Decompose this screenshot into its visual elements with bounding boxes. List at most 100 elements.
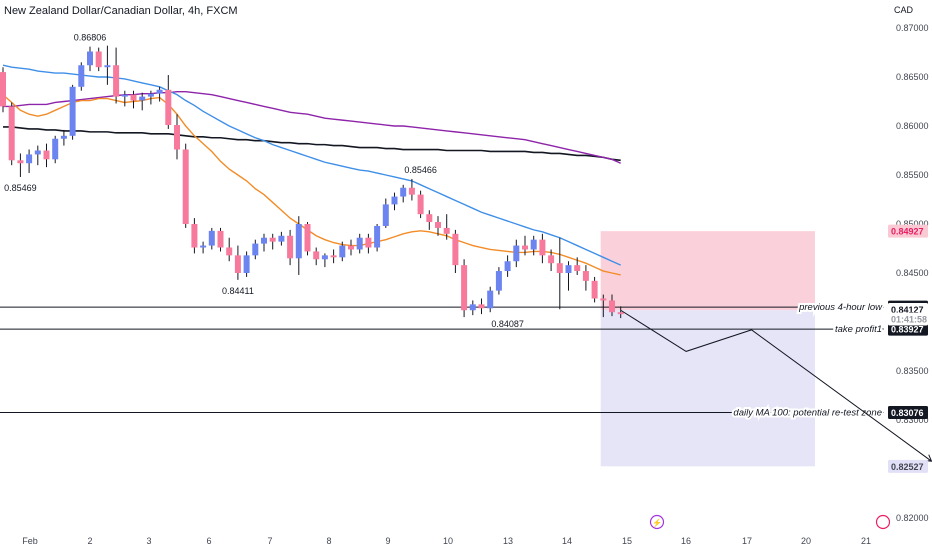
candle [278, 231, 285, 246]
level-badge: 0.83927 [888, 322, 928, 336]
candle-body [548, 255, 555, 264]
candle-body [504, 261, 511, 272]
ma-50-line [2, 64, 621, 266]
candle [582, 265, 589, 291]
candle [609, 294, 615, 317]
candle-body [556, 263, 563, 273]
candle [469, 300, 476, 316]
candle [539, 233, 546, 264]
candle [121, 90, 128, 107]
candle-body [147, 93, 154, 97]
candle-body [295, 224, 302, 259]
candle-body [408, 187, 415, 195]
candle-body [104, 65, 111, 68]
swing-label: 0.85469 [4, 183, 37, 193]
candle [78, 62, 85, 91]
candle [556, 237, 563, 310]
candle [339, 241, 346, 262]
candle [208, 227, 215, 250]
candle [287, 229, 294, 266]
candle-body [469, 304, 476, 311]
candle-body [452, 233, 459, 266]
candle [313, 247, 320, 266]
candle [304, 222, 311, 256]
target-badge-text: 0.82527 [891, 462, 924, 472]
level-badge: 0.83076 [888, 406, 928, 420]
candle [87, 46, 93, 72]
candle-body [52, 138, 59, 160]
y-tick-label: 0.83500 [896, 366, 929, 376]
candle [104, 45, 111, 85]
level-badge-text: 0.83076 [891, 408, 924, 418]
candle-body [522, 245, 528, 250]
level-label: daily MA 100: potential re-test zone [733, 408, 882, 419]
ma-200-line [3, 126, 621, 162]
candle [417, 190, 424, 219]
candle [139, 92, 146, 111]
y-tick-label: 0.86500 [896, 72, 929, 82]
stop-badge-bg [888, 224, 928, 238]
currency-label: CAD [894, 5, 914, 15]
y-tick-label: 0.85500 [896, 170, 929, 180]
x-tick-label: 13 [503, 536, 513, 546]
candle-body [382, 204, 389, 226]
y-tick-label: 0.83000 [896, 415, 929, 425]
candle [295, 216, 302, 275]
countdown-badge-bg [888, 312, 928, 326]
candle-body [495, 271, 502, 291]
candle [443, 214, 450, 240]
candle [234, 245, 241, 280]
target-badge-bg [888, 459, 928, 473]
candle-body [400, 187, 407, 197]
candle [374, 224, 381, 252]
candle-body [174, 125, 180, 150]
candle-body [356, 237, 363, 250]
candle-body [165, 89, 172, 126]
candle-body [600, 298, 607, 301]
candle-body [208, 230, 215, 246]
candle-body [565, 265, 572, 273]
candle [43, 143, 50, 168]
candle [174, 114, 180, 160]
y-tick-label: 0.87000 [896, 23, 929, 33]
x-tick-label: 16 [681, 536, 691, 546]
candle-body [365, 237, 372, 248]
candle [435, 216, 441, 236]
level-badge-text: 0.83927 [891, 325, 924, 335]
y-tick-label: 0.84500 [896, 268, 929, 278]
candle [113, 47, 120, 104]
candle-body [617, 312, 624, 315]
candle-body [130, 94, 137, 101]
target-badge: 0.82527 [888, 459, 928, 473]
ma-20-line [2, 94, 621, 276]
level-badge-bg [888, 322, 928, 336]
calendar-event-icon [875, 514, 891, 530]
candle-body [156, 89, 163, 94]
candle-body [313, 251, 320, 260]
candle [365, 233, 372, 254]
candle [156, 86, 163, 102]
candle-body [182, 149, 189, 224]
candle [574, 257, 581, 275]
candle [321, 253, 328, 268]
ma-100-line [3, 90, 621, 164]
candle-body [539, 239, 546, 256]
candle-body [287, 235, 294, 259]
stop-badge-text: 0.84927 [891, 227, 924, 237]
candle [382, 198, 389, 228]
candle-body [269, 237, 276, 242]
x-tick-label: 21 [861, 536, 871, 546]
candle-body [26, 154, 33, 164]
chart-title: New Zealand Dollar/Canadian Dollar, 4h, … [4, 5, 238, 17]
candle-body [78, 65, 85, 87]
candle-body [139, 96, 146, 101]
x-tick-label: 15 [622, 536, 632, 546]
candle [513, 239, 520, 268]
candle [60, 129, 67, 146]
event-icon-ring [649, 514, 665, 530]
candle [522, 235, 528, 256]
candle [530, 235, 537, 256]
candle-body [243, 255, 250, 273]
price-badge-text: 0.84127 [891, 305, 924, 315]
